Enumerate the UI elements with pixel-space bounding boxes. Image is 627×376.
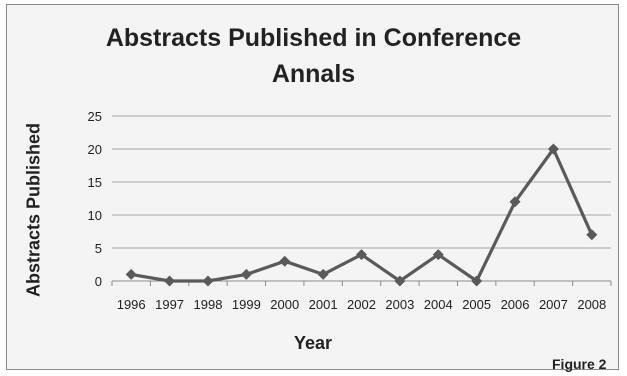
chart-title: Abstracts Published in Conference Annals bbox=[0, 20, 627, 92]
y-tick-label: 15 bbox=[88, 175, 102, 190]
figure-caption: Figure 2 bbox=[552, 356, 607, 372]
data-point-marker bbox=[202, 275, 214, 287]
y-tick-label: 10 bbox=[88, 208, 102, 223]
x-tick-label: 2007 bbox=[539, 297, 568, 312]
data-point-marker bbox=[317, 268, 329, 280]
chart-title-line-2: Annals bbox=[271, 60, 356, 88]
data-point-marker bbox=[240, 268, 252, 280]
data-point-marker bbox=[586, 229, 598, 241]
x-tick-label: 1998 bbox=[194, 297, 223, 312]
data-point-marker bbox=[509, 196, 521, 208]
y-tick-label: 5 bbox=[95, 241, 102, 256]
x-tick-label: 2000 bbox=[270, 297, 299, 312]
x-tick-label: 1997 bbox=[155, 297, 184, 312]
x-tick-label: 2001 bbox=[309, 297, 338, 312]
data-point-marker bbox=[432, 249, 444, 261]
x-tick-label: 2002 bbox=[347, 297, 376, 312]
y-tick-label: 20 bbox=[88, 142, 102, 157]
data-point-marker bbox=[547, 143, 559, 155]
chart-title-line-1: Abstracts Published in Conference bbox=[105, 24, 522, 52]
data-point-marker bbox=[125, 268, 137, 280]
data-point-marker bbox=[356, 249, 367, 261]
y-axis-ticks: 0 5 10 15 20 25 bbox=[88, 109, 102, 289]
x-tick-label: 1999 bbox=[232, 297, 261, 312]
series-layer bbox=[125, 143, 598, 287]
x-tick-label: 2004 bbox=[424, 297, 453, 312]
data-point-marker bbox=[471, 275, 483, 287]
y-tick-label: 25 bbox=[88, 109, 102, 124]
chart-frame bbox=[6, 4, 619, 370]
y-tick-label: 0 bbox=[95, 274, 102, 289]
data-point-marker bbox=[164, 275, 176, 287]
x-axis-label: Year bbox=[293, 333, 333, 353]
x-tick-label: 2006 bbox=[501, 297, 530, 312]
data-point-marker bbox=[394, 275, 406, 287]
x-tick-label: 2008 bbox=[577, 297, 606, 312]
data-point-marker bbox=[279, 255, 291, 267]
x-axis-ticks: 1996 1997 1998 1999 2000 2001 2002 2003 2004 2005… bbox=[111, 281, 612, 312]
x-tick-label: 2003 bbox=[385, 297, 414, 312]
x-tick-label: 1996 bbox=[117, 297, 146, 312]
x-tick-label: 2005 bbox=[462, 297, 491, 312]
